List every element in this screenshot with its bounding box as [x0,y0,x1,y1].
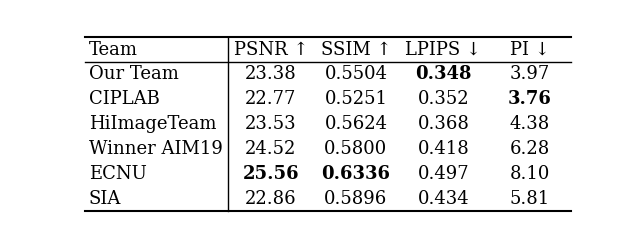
Text: 0.352: 0.352 [418,90,469,108]
Text: 0.6336: 0.6336 [321,165,390,183]
Text: ECNU: ECNU [89,165,147,183]
Text: 24.52: 24.52 [245,140,296,158]
Text: Winner AIM19: Winner AIM19 [89,140,223,158]
Text: PI ↓: PI ↓ [510,41,550,59]
Text: 6.28: 6.28 [509,140,550,158]
Text: 5.81: 5.81 [509,190,550,208]
Text: 0.5624: 0.5624 [324,115,387,133]
Text: LPIPS ↓: LPIPS ↓ [405,41,481,59]
Text: PSNR ↑: PSNR ↑ [234,41,308,59]
Text: SSIM ↑: SSIM ↑ [321,41,391,59]
Text: 0.418: 0.418 [417,140,469,158]
Text: 0.5800: 0.5800 [324,140,388,158]
Text: 25.56: 25.56 [243,165,299,183]
Text: 0.368: 0.368 [417,115,469,133]
Text: 23.53: 23.53 [245,115,297,133]
Text: 4.38: 4.38 [509,115,550,133]
Text: CIPLAB: CIPLAB [89,90,160,108]
Text: Team: Team [89,41,138,59]
Text: 22.77: 22.77 [245,90,296,108]
Text: 0.5896: 0.5896 [324,190,388,208]
Text: 3.97: 3.97 [509,65,550,83]
Text: 0.5504: 0.5504 [324,65,387,83]
Text: 0.434: 0.434 [418,190,469,208]
Text: SIA: SIA [89,190,122,208]
Text: HiImageTeam: HiImageTeam [89,115,216,133]
Text: Our Team: Our Team [89,65,179,83]
Text: 22.86: 22.86 [245,190,297,208]
Text: 0.348: 0.348 [415,65,472,83]
Text: 23.38: 23.38 [245,65,297,83]
Text: 0.5251: 0.5251 [324,90,387,108]
Text: 8.10: 8.10 [509,165,550,183]
Text: 3.76: 3.76 [508,90,552,108]
Text: 0.497: 0.497 [418,165,469,183]
